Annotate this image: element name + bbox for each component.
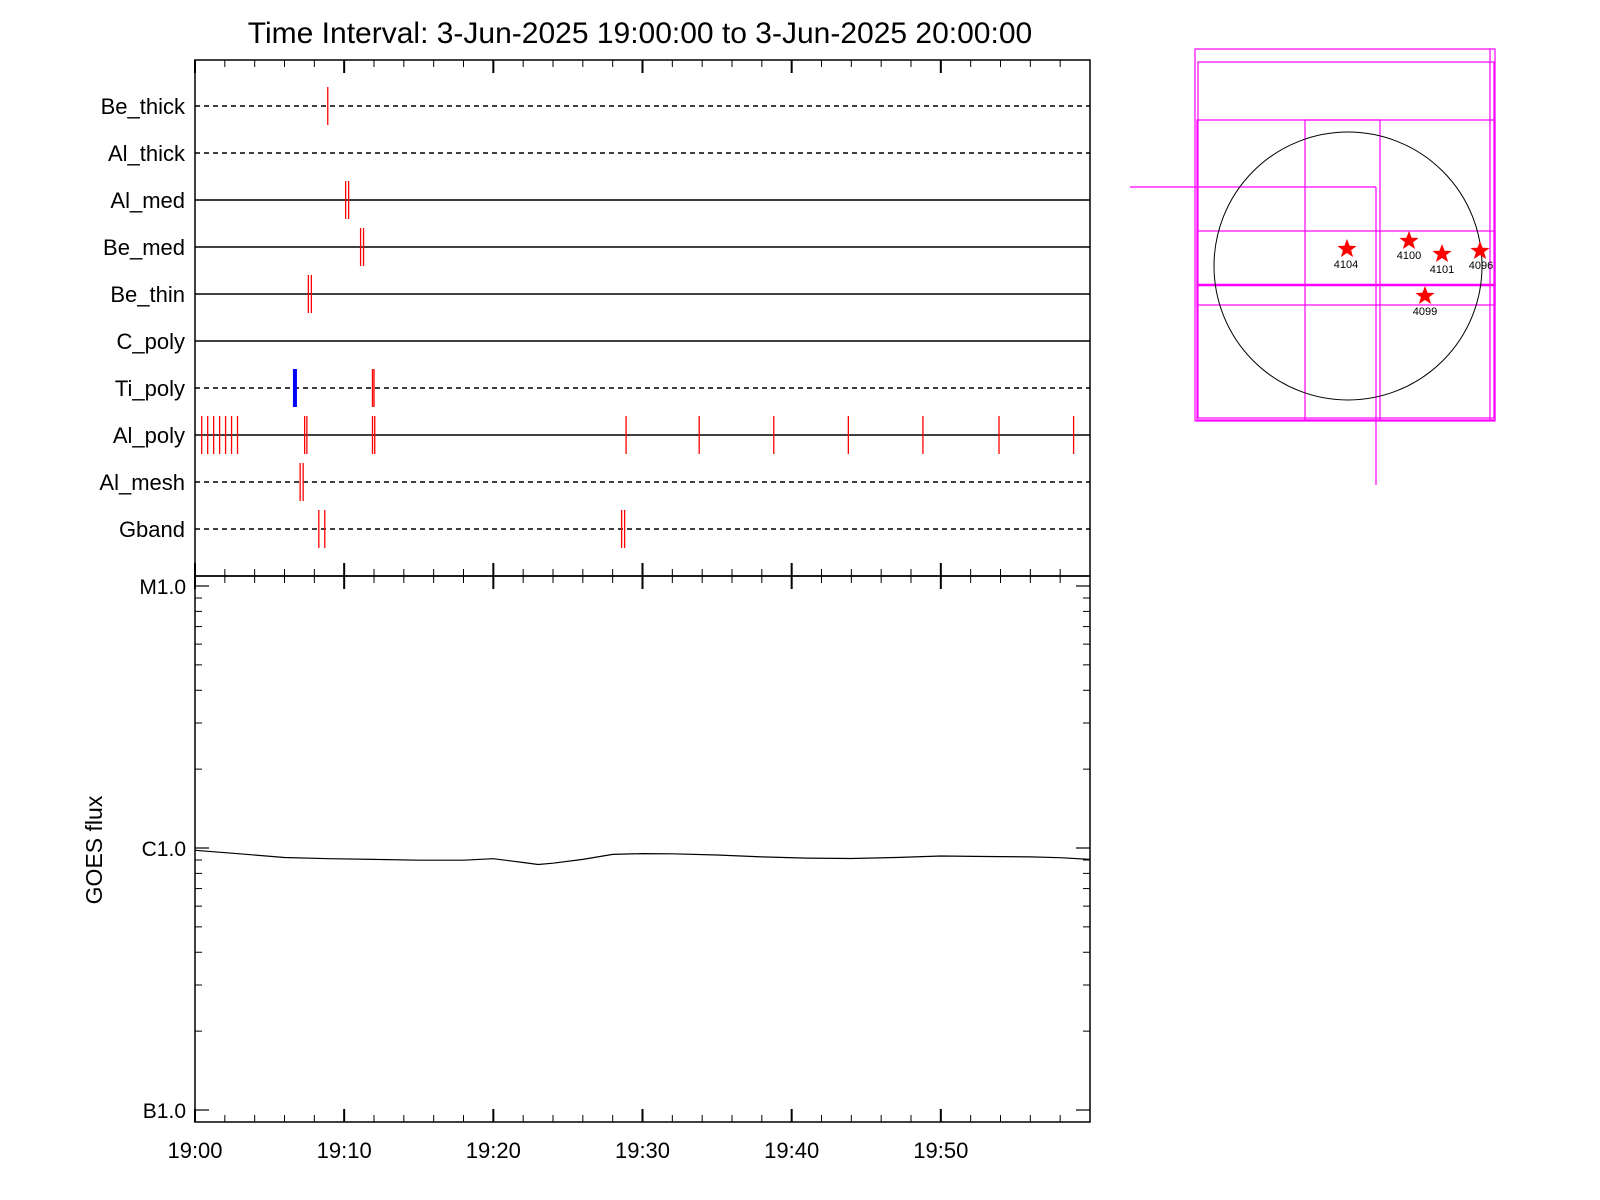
- channel-row: Al_poly: [113, 416, 1090, 454]
- channel-row: Al_med: [110, 181, 1090, 219]
- channel-row: Be_thick: [101, 87, 1090, 125]
- sun-map: 4104 4100 4101 4096 4099: [1130, 48, 1496, 485]
- channel-label: Be_thin: [110, 282, 185, 307]
- solar-limb: [1213, 131, 1483, 401]
- timeline-panel: Be_thick Al_thick Al_med Be_med Be_thin C_pol…: [99, 59, 1091, 577]
- y-tick-label: C1.0: [142, 838, 186, 861]
- channel-label: Be_med: [103, 235, 185, 260]
- region-label: 4101: [1430, 264, 1454, 276]
- region-star-icon: [1470, 241, 1490, 259]
- region-marker: 4099: [1413, 286, 1437, 318]
- fov-boxes: [1130, 48, 1496, 485]
- fov-box: [1304, 119, 1381, 421]
- channel-row: C_poly: [117, 329, 1090, 354]
- region-marker: 4104: [1334, 239, 1358, 271]
- goes-y-label: GOES flux: [81, 795, 107, 904]
- region-star-icon: [1399, 231, 1419, 249]
- goes-panel: M1.0 C1.0 B1.0 GOES flux: [81, 575, 1091, 1123]
- channel-label: C_poly: [117, 329, 185, 354]
- region-marker: 4096: [1469, 241, 1493, 272]
- goes-flux-line: [194, 849, 1091, 866]
- fov-box: [1194, 48, 1496, 422]
- x-tick-label: 19:10: [317, 1138, 372, 1163]
- channel-row: Be_thin: [110, 275, 1090, 313]
- channel-rows: Be_thick Al_thick Al_med Be_med Be_thin C_pol…: [99, 87, 1090, 548]
- goes-y-axis: M1.0 C1.0 B1.0: [139, 576, 1090, 1123]
- y-tick-label: M1.0: [139, 576, 186, 599]
- region-star-icon: [1415, 286, 1435, 304]
- fov-box: [1196, 230, 1496, 306]
- chart-title: Time Interval: 3-Jun-2025 19:00:00 to 3-…: [248, 17, 1032, 50]
- x-tick-label: 19:40: [764, 1138, 819, 1163]
- channel-label: Gband: [119, 517, 185, 542]
- y-tick-label: B1.0: [143, 1100, 186, 1123]
- region-marker: 4100: [1397, 231, 1421, 262]
- region-label: 4096: [1469, 260, 1493, 272]
- timeline-frame: [194, 59, 1091, 577]
- channel-row: Al_mesh: [99, 463, 1090, 501]
- channel-label: Ti_poly: [115, 376, 185, 401]
- region-star-icon: [1432, 244, 1452, 262]
- region-label: 4104: [1334, 259, 1358, 271]
- channel-row: Al_thick: [108, 141, 1090, 166]
- fov-box: [1197, 61, 1495, 419]
- x-tick-label: 19:00: [167, 1138, 222, 1163]
- channel-label: Al_thick: [108, 141, 186, 166]
- x-tick-label: 19:50: [913, 1138, 968, 1163]
- region-label: 4100: [1397, 250, 1421, 262]
- goes-frame: [194, 575, 1091, 1123]
- channel-row: Be_med: [103, 228, 1090, 266]
- time-x-axis: 19:00 19:10 19:20 19:30 19:40 19:50: [167, 60, 1061, 1163]
- channel-label: Al_med: [110, 188, 185, 213]
- channel-row: Gband: [119, 510, 1090, 548]
- x-tick-label: 19:20: [466, 1138, 521, 1163]
- channel-row: Ti_poly: [115, 369, 1090, 407]
- region-star-icon: [1337, 239, 1357, 257]
- channel-label: Al_poly: [113, 423, 185, 448]
- x-tick-label: 19:30: [615, 1138, 670, 1163]
- channel-label: Be_thick: [101, 94, 186, 119]
- region-label: 4099: [1413, 306, 1437, 318]
- region-marker: 4101: [1430, 244, 1454, 276]
- channel-label: Al_mesh: [99, 470, 185, 495]
